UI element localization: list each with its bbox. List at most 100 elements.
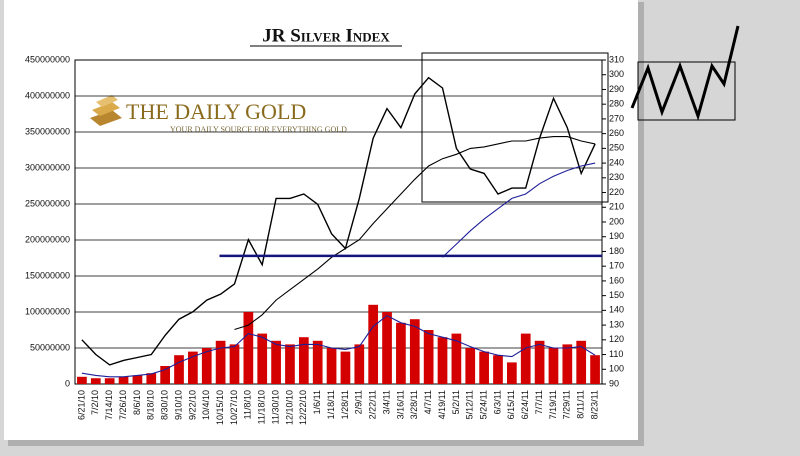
x-tick-label: 4/7/11 <box>423 390 433 414</box>
volume-bar <box>298 337 309 384</box>
volume-bar <box>146 373 157 384</box>
volume-bar <box>243 312 254 384</box>
x-tick-label: 12/22/10 <box>298 390 308 425</box>
x-tick-label: 5/24/11 <box>478 390 488 419</box>
series-line <box>81 76 596 366</box>
y2-tick-label: 160 <box>609 275 624 285</box>
volume-bar <box>201 348 212 384</box>
y2-tick-label: 240 <box>609 157 624 167</box>
y-tick-label: 200000000 <box>25 234 70 244</box>
x-tick-label: 10/4/10 <box>201 390 211 420</box>
volume-bar <box>423 330 434 384</box>
y2-tick-label: 300 <box>609 69 624 79</box>
y-tick-label: 450000000 <box>25 54 70 64</box>
volume-bar <box>271 340 281 384</box>
projection-box <box>637 61 736 121</box>
volume-bar <box>396 322 406 384</box>
x-tick-label: 10/27/10 <box>229 390 239 425</box>
y2-tick-label: 120 <box>609 334 624 344</box>
volume-bar <box>229 344 240 384</box>
x-tick-label: 1/18/11 <box>326 390 336 419</box>
volume-bar <box>104 378 115 384</box>
volume-bar <box>507 362 517 384</box>
x-tick-label: 4/19/11 <box>437 390 447 419</box>
x-tick-label: 7/29/11 <box>562 390 572 419</box>
x-tick-label: 7/14/10 <box>104 390 114 420</box>
chart-title: JR Silver Index <box>262 25 390 46</box>
volume-bar <box>90 378 101 384</box>
y2-tick-label: 310 <box>609 54 624 64</box>
logo-icon <box>90 110 122 126</box>
x-tick-label: 11/18/10 <box>257 390 267 424</box>
logo: THE DAILY GOLD YOUR DAILY SOURCE FOR EVE… <box>90 95 347 134</box>
y2-tick-label: 250 <box>609 143 624 153</box>
logo-subtitle: YOUR DAILY SOURCE FOR EVERYTHING GOLD <box>170 125 347 134</box>
volume-bar <box>312 340 323 384</box>
x-tick-label: 11/8/10 <box>243 390 253 419</box>
y-tick-label: 250000000 <box>25 198 70 208</box>
x-tick-label: 5/2/11 <box>451 390 461 414</box>
x-tick-label: 8/23/11 <box>589 390 599 419</box>
y2-tick-label: 220 <box>609 187 624 197</box>
volume-bar <box>160 366 170 384</box>
volume-bar <box>188 351 198 384</box>
series-line <box>234 136 596 331</box>
volume-bar <box>382 312 392 384</box>
x-tick-label: 8/30/10 <box>160 390 170 420</box>
volume-bar <box>132 375 143 384</box>
x-tick-label: 3/4/11 <box>381 390 391 414</box>
volume-bar <box>534 340 545 384</box>
x-tick-label: 8/6/10 <box>132 390 142 415</box>
y-tick-label: 0 <box>65 378 70 388</box>
y2-tick-label: 260 <box>609 128 624 138</box>
y2-tick-label: 90 <box>609 378 619 388</box>
y2-tick-label: 150 <box>609 290 624 300</box>
y2-tick-label: 200 <box>609 216 624 226</box>
y2-tick-label: 280 <box>609 99 624 109</box>
y2-tick-label: 170 <box>609 261 624 271</box>
x-tick-label: 1/28/11 <box>340 390 350 419</box>
volume-bar <box>368 304 379 384</box>
y2-tick-label: 100 <box>609 364 624 374</box>
y-tick-label: 400000000 <box>25 90 70 100</box>
x-tick-label: 12/10/10 <box>284 390 294 425</box>
y-tick-label: 150000000 <box>25 270 70 280</box>
volume-bar <box>257 333 268 384</box>
x-tick-label: 10/15/10 <box>215 390 225 425</box>
volume-bar <box>548 348 559 384</box>
y-tick-label: 350000000 <box>25 126 70 136</box>
x-tick-label: 2/22/11 <box>368 390 378 419</box>
x-tick-label: 8/18/10 <box>146 390 156 420</box>
x-tick-label: 8/11/11 <box>576 390 586 419</box>
volume-bar <box>437 337 448 384</box>
x-tick-label: 7/26/10 <box>118 390 128 420</box>
logo-title: THE DAILY GOLD <box>126 99 306 124</box>
logo-icon <box>92 102 120 116</box>
x-tick-label: 11/30/10 <box>270 390 280 424</box>
volume-bar <box>576 340 587 384</box>
x-tick-label: 2/9/11 <box>354 390 364 414</box>
y-tick-label: 100000000 <box>25 306 70 316</box>
y2-tick-label: 130 <box>609 319 624 329</box>
volume-bar <box>215 340 226 384</box>
y2-tick-label: 110 <box>609 349 623 359</box>
volume-bar <box>520 333 531 384</box>
volume-bar <box>479 351 489 384</box>
series-line <box>81 314 596 378</box>
volume-bar <box>409 319 420 384</box>
volume-bar <box>77 376 87 384</box>
x-tick-label: 6/3/11 <box>492 390 502 414</box>
x-tick-label: 7/19/11 <box>548 390 558 419</box>
volume-bar <box>451 333 462 384</box>
volume-bar <box>174 355 184 384</box>
logo-icon <box>96 95 118 107</box>
y2-tick-label: 290 <box>609 84 624 94</box>
x-tick-label: 5/12/11 <box>465 390 475 419</box>
x-tick-label: 9/22/10 <box>187 390 197 420</box>
volume-bar <box>285 344 295 384</box>
volume-bar <box>340 351 351 384</box>
y2-tick-label: 140 <box>609 305 624 315</box>
volume-bar <box>465 348 476 384</box>
y2-tick-label: 190 <box>609 231 624 241</box>
